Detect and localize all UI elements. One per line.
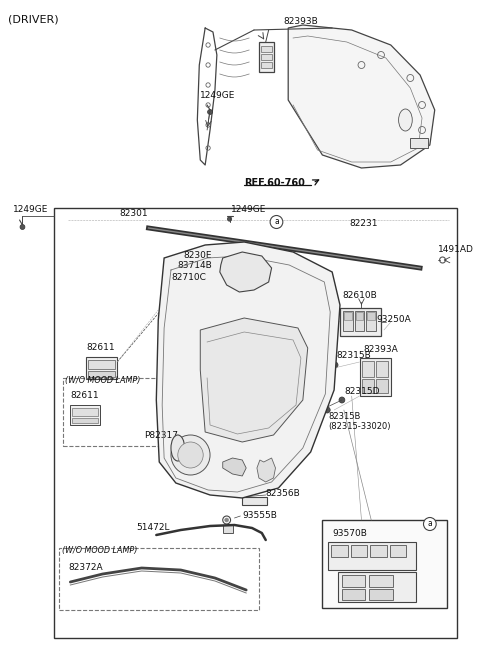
Bar (54, 208, 457, 638)
Circle shape (213, 267, 217, 273)
Text: REF.60-760: REF.60-760 (244, 178, 305, 188)
Bar (369, 575, 393, 587)
Text: P82317: P82317 (144, 430, 179, 440)
Text: 93250A: 93250A (376, 315, 411, 325)
Text: 93570B: 93570B (332, 529, 367, 539)
Bar (355, 311, 364, 331)
Text: (W/O MOOD LAMP): (W/O MOOD LAMP) (65, 376, 141, 385)
Bar (223, 525, 232, 533)
Bar (390, 545, 407, 557)
Text: 51472L: 51472L (137, 523, 170, 533)
Bar (88, 371, 115, 377)
Text: 1249GE: 1249GE (200, 90, 236, 100)
Circle shape (228, 216, 232, 221)
Bar (261, 62, 272, 68)
Bar (376, 361, 388, 377)
Bar (331, 545, 348, 557)
Bar (342, 589, 365, 600)
Text: 82231: 82231 (350, 218, 378, 228)
Text: 82611: 82611 (86, 343, 115, 352)
Text: 93710B: 93710B (371, 554, 406, 562)
Bar (72, 418, 98, 423)
Bar (351, 545, 367, 557)
Text: a: a (428, 519, 432, 529)
Bar (261, 54, 272, 60)
Ellipse shape (171, 435, 185, 461)
Text: 82315B
(82315-33020): 82315B (82315-33020) (328, 412, 391, 432)
Text: 82610B: 82610B (342, 292, 377, 300)
Circle shape (225, 518, 228, 522)
Polygon shape (200, 318, 308, 442)
Text: 83714B: 83714B (178, 261, 213, 271)
Bar (360, 358, 391, 396)
Bar (338, 572, 416, 602)
Circle shape (270, 216, 283, 228)
Bar (59, 548, 259, 610)
Bar (376, 379, 388, 393)
Bar (366, 311, 376, 331)
Bar (72, 408, 98, 416)
Bar (343, 311, 353, 331)
Text: 1249GE: 1249GE (230, 205, 266, 214)
Bar (86, 357, 117, 379)
Bar (340, 308, 381, 336)
Bar (242, 497, 267, 505)
Circle shape (324, 407, 330, 413)
Bar (62, 378, 178, 446)
Text: 82372A: 82372A (68, 564, 103, 572)
Bar (261, 46, 272, 52)
Bar (344, 312, 352, 320)
Bar (369, 589, 393, 600)
Polygon shape (156, 242, 340, 498)
Ellipse shape (398, 109, 412, 131)
Polygon shape (223, 458, 246, 476)
Circle shape (339, 397, 345, 403)
Bar (259, 42, 274, 72)
Bar (342, 575, 365, 587)
Bar (323, 520, 447, 608)
Bar (71, 405, 100, 425)
Bar (367, 312, 375, 320)
Text: 82301: 82301 (119, 209, 148, 218)
Circle shape (171, 435, 210, 475)
Circle shape (20, 224, 25, 230)
Bar (356, 312, 363, 320)
Text: 82611: 82611 (71, 391, 99, 401)
Polygon shape (257, 458, 276, 482)
Text: 1249GE: 1249GE (12, 205, 48, 214)
Circle shape (178, 442, 203, 468)
Text: 82393B: 82393B (283, 18, 318, 26)
Text: 93555B: 93555B (242, 512, 277, 521)
Text: 82356B: 82356B (266, 488, 300, 498)
Bar (328, 542, 416, 570)
Text: 82315D: 82315D (344, 387, 379, 397)
Bar (88, 360, 115, 369)
Text: 8230E: 8230E (184, 251, 212, 259)
Text: 82393A: 82393A (363, 345, 398, 354)
Text: 82710C: 82710C (171, 273, 206, 282)
Bar (410, 138, 428, 148)
Circle shape (423, 517, 436, 531)
Text: 82315B: 82315B (336, 350, 371, 360)
Text: a: a (274, 218, 279, 226)
Text: (DRIVER): (DRIVER) (8, 14, 59, 24)
Circle shape (332, 362, 338, 368)
Polygon shape (288, 25, 435, 168)
Circle shape (207, 110, 213, 114)
Bar (362, 379, 374, 393)
Bar (362, 361, 374, 377)
Text: (W/O MOOD LAMP): (W/O MOOD LAMP) (61, 546, 137, 556)
Text: 1491AD: 1491AD (438, 246, 474, 255)
Polygon shape (220, 252, 272, 292)
Bar (370, 545, 387, 557)
